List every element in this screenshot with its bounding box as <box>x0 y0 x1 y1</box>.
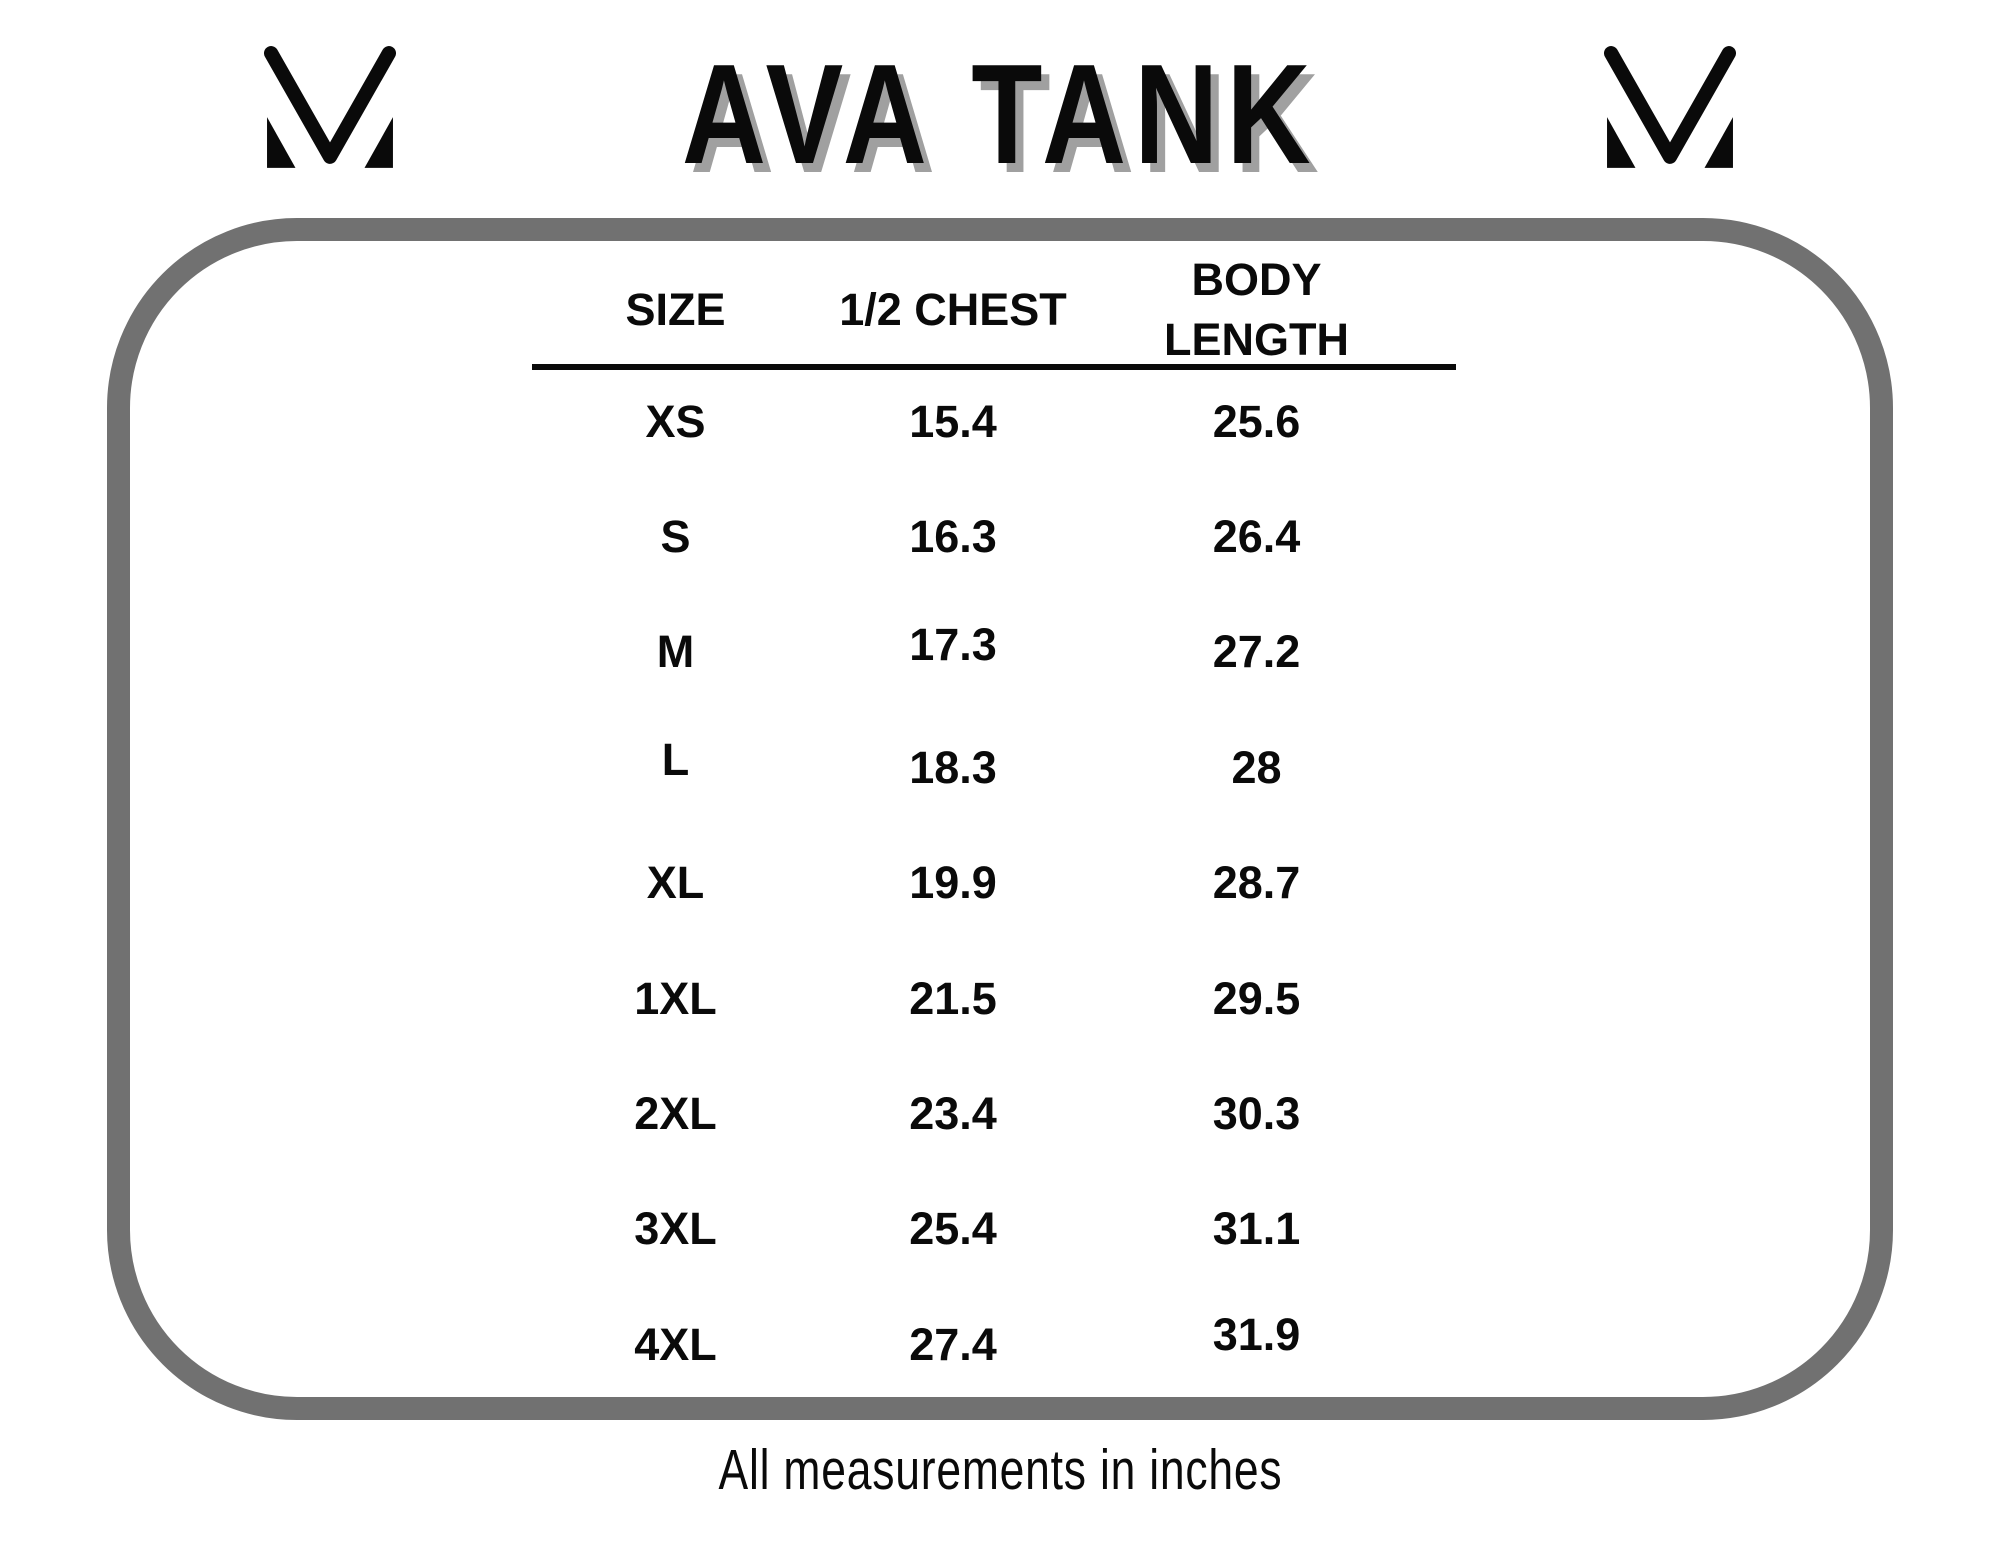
size-cell: XS <box>645 395 706 447</box>
half-chest-cell: 17.3 <box>909 619 997 671</box>
footer-note-text: All measurements in inches <box>718 1438 1282 1502</box>
size-cell: L <box>661 733 690 785</box>
body-length-cell: 27.2 <box>1212 626 1301 678</box>
header-divider-line <box>532 364 1456 370</box>
half-chest-cell: 25.4 <box>909 1203 997 1255</box>
body-length-cell: 31.1 <box>1212 1203 1301 1255</box>
half-chest-cell: 16.3 <box>909 511 997 563</box>
page-title-text: AVA TANK <box>681 35 1319 194</box>
size-cell: 1XL <box>634 972 717 1024</box>
body-length-cell: 26.4 <box>1212 511 1301 563</box>
table-header-row: SIZE 1/2 CHEST BODY LENGTH <box>532 254 1426 365</box>
half-chest-cell: 21.5 <box>909 972 997 1024</box>
table-row: 1XL 21.5 29.5 <box>532 941 1426 1056</box>
table-row: S 16.3 26.4 <box>532 479 1426 594</box>
size-cell: 3XL <box>634 1203 717 1255</box>
table-row: M 17.3 27.2 <box>532 595 1426 710</box>
half-chest-cell: 27.4 <box>909 1318 997 1370</box>
body-length-cell: 30.3 <box>1212 1088 1301 1140</box>
size-cell: M <box>656 626 695 678</box>
size-cell: XL <box>646 857 705 909</box>
body-length-cell: 28 <box>1231 741 1282 793</box>
table-row: XL 19.9 28.7 <box>532 826 1426 941</box>
column-header-body-length: BODY LENGTH <box>1087 250 1426 370</box>
size-cell: 2XL <box>634 1088 717 1140</box>
body-length-cell: 28.7 <box>1212 857 1301 909</box>
brand-logo-right <box>1604 45 1736 169</box>
half-chest-cell: 15.4 <box>909 395 997 447</box>
footer-note: All measurements in inches <box>0 1437 2000 1503</box>
rounded-border-frame <box>107 218 1893 1420</box>
size-cell: 4XL <box>634 1318 717 1370</box>
table-row: 3XL 25.4 31.1 <box>532 1172 1426 1287</box>
size-table-body: XS 15.4 25.6 S 16.3 26.4 M 17.3 27.2 L 18.3 28 XL 19.… <box>532 364 1426 1403</box>
table-row: XS 15.4 25.6 <box>532 364 1426 479</box>
body-length-cell: 29.5 <box>1212 972 1301 1024</box>
half-chest-cell: 18.3 <box>909 741 997 793</box>
table-row: 4XL 27.4 31.9 <box>532 1287 1426 1402</box>
page-title: AVA TANK <box>0 44 2000 186</box>
brand-logo-left <box>264 45 396 169</box>
column-header-body-length-text: BODY LENGTH <box>1164 254 1349 365</box>
half-chest-cell: 19.9 <box>909 857 997 909</box>
body-length-cell: 31.9 <box>1212 1308 1301 1360</box>
column-header-size: SIZE <box>625 284 726 335</box>
body-length-cell: 25.6 <box>1212 395 1301 447</box>
table-row: L 18.3 28 <box>532 710 1426 825</box>
size-cell: S <box>660 511 691 563</box>
half-chest-cell: 23.4 <box>909 1088 997 1140</box>
table-row: 2XL 23.4 30.3 <box>532 1056 1426 1171</box>
column-header-half-chest: 1/2 CHEST <box>839 284 1067 335</box>
mv-monogram-icon <box>264 46 396 168</box>
mv-monogram-icon <box>1604 46 1736 168</box>
